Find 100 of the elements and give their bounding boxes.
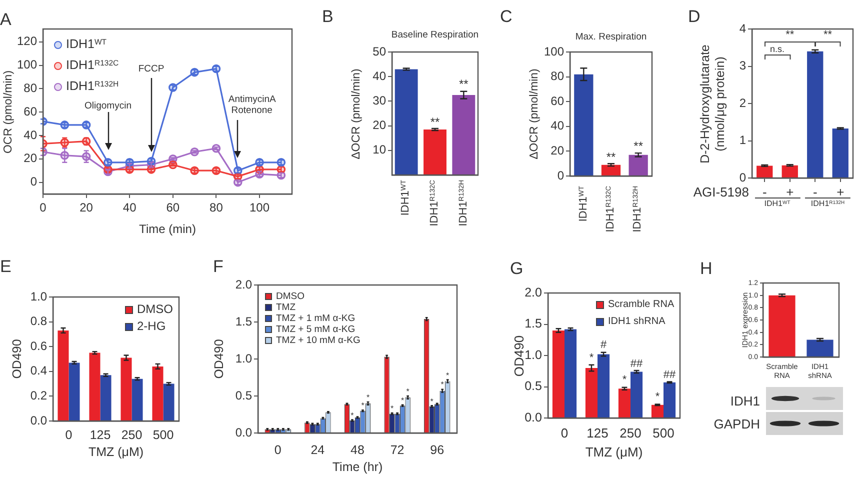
annotation: * <box>446 370 450 380</box>
legend-label: IDH1 shRNA <box>608 315 666 329</box>
y-tick-label: 0.0 <box>524 410 542 424</box>
legend-label: IDH1$^{R132H}$ <box>66 78 119 95</box>
y-tick-label: 1.0 <box>524 348 542 362</box>
y-tick-label: 1.0 <box>30 289 48 304</box>
y-axis-title: ΔOCR (pmol/min) <box>350 68 363 159</box>
annotation: ## <box>630 358 643 370</box>
y-tick-label: 2.0 <box>235 277 252 292</box>
y-axis-title: OD490 <box>10 339 24 379</box>
annotation: * <box>400 396 404 405</box>
y-tick-label: 1.0 <box>235 351 252 366</box>
legend-label: 2-HG <box>137 318 166 335</box>
y-tick-label: 40 <box>372 68 386 83</box>
y-tick-label: 0.2 <box>30 388 48 403</box>
y-tick-label: 50 <box>372 44 386 58</box>
annotation: n.s. <box>770 44 785 54</box>
y-tick-label: 0.0 <box>235 425 252 440</box>
y-tick-label: 0.0 <box>30 413 48 428</box>
y-tick-label: 1 <box>739 133 746 148</box>
annotation: * <box>430 396 434 406</box>
chart-title: Max. Respiration <box>575 31 647 42</box>
y-tick-label: 4 <box>739 21 746 36</box>
y-tick-label: 0.6 <box>30 338 48 353</box>
y-tick-label: 60 <box>550 94 564 108</box>
annotation: * <box>655 391 660 404</box>
x-tick-label: 250 <box>620 426 642 440</box>
annotation: * <box>350 410 354 420</box>
text: G <box>510 259 524 278</box>
y-tick-label: 0 <box>739 170 746 184</box>
legend-label: Scramble RNA <box>608 298 674 312</box>
y-tick-label: 40 <box>24 128 38 142</box>
text: IDH1 <box>730 394 760 408</box>
y-tick-label: 20 <box>24 151 38 166</box>
annotation: * <box>390 404 394 414</box>
y-tick-label: 0.8 <box>30 314 48 328</box>
y-axis-title: ΔOCR (pmol/min) <box>528 68 541 160</box>
y-tick-label: 0 <box>557 168 564 182</box>
y-tick-label: 2.0 <box>524 285 542 300</box>
x-tick-label: 96 <box>430 442 444 457</box>
y-axis-title: OD490 <box>212 339 226 379</box>
annotation: ** <box>823 29 832 41</box>
y-tick-label: 0.5 <box>235 388 252 402</box>
x-axis-title: TMZ (μM) <box>88 444 144 459</box>
annotation: * <box>361 401 364 410</box>
y-tick-label: 0.5 <box>524 379 542 394</box>
y-tick-label: 2 <box>739 96 746 110</box>
x-tick-label: 24 <box>310 442 325 457</box>
y-tick-label: 100 <box>544 44 564 58</box>
x-tick-label: 100 <box>250 200 270 215</box>
annotation: * <box>366 392 370 402</box>
legend-label: DMSO <box>137 301 173 318</box>
annotation: ** <box>786 29 794 41</box>
x-tick-label: 0 <box>274 442 282 457</box>
text: GAPDH <box>714 416 760 432</box>
annotation: ** <box>430 114 440 128</box>
y-axis-title: D-2-Hydroxyglutarate (nmol/μg protein) <box>698 43 728 165</box>
annotation: ** <box>634 139 643 154</box>
x-tick-label: 500 <box>652 426 674 440</box>
legend-label: TMZ + 1 mM α-KG <box>276 313 356 324</box>
x-tick-label: 48 <box>350 442 364 457</box>
y-tick-label: 40 <box>550 118 564 133</box>
x-axis-title: Time (min) <box>139 222 196 236</box>
legend-label: DMSO <box>276 291 304 302</box>
annotation: * <box>589 352 594 364</box>
y-axis-title: OD490 <box>512 334 526 376</box>
x-tick-label: 0 <box>65 428 72 442</box>
annotation: ** <box>458 77 468 92</box>
y-tick-label: 20 <box>372 118 386 132</box>
y-tick-label: 80 <box>24 80 38 95</box>
x-tick-label: 72 <box>390 442 404 457</box>
y-tick-label: 3 <box>739 58 746 73</box>
y-tick-label: 20 <box>550 144 564 158</box>
y-tick-label: 10 <box>372 142 386 157</box>
text: B <box>322 7 334 26</box>
annotation: AntimycinA Rotenone <box>228 94 276 117</box>
x-tick-label: 60 <box>166 200 180 215</box>
chart-title: Baseline Respiration <box>391 29 479 40</box>
x-tick-label: 125 <box>586 426 608 440</box>
legend-label: TMZ <box>276 302 296 313</box>
y-tick-label: 0.4 <box>30 364 48 378</box>
annotation: Oligomycin <box>84 100 132 112</box>
x-tick-label: - <box>812 184 818 200</box>
y-tick-label: 1.5 <box>524 316 542 331</box>
x-tick-label: 125 <box>90 428 111 442</box>
x-tick-label: 80 <box>210 200 224 215</box>
legend-label: IDH1$^{R132C}$ <box>66 57 119 74</box>
x-axis-title: AGI-5198 <box>693 184 749 200</box>
annotation: * <box>440 380 444 390</box>
x-tick-label: 250 <box>121 428 142 442</box>
x-tick-label: 20 <box>80 200 94 215</box>
x-tick-label: + <box>786 184 794 200</box>
x-tick-label: - <box>762 184 767 200</box>
annotation: * <box>622 374 627 386</box>
text: H <box>700 259 712 278</box>
annotation: # <box>600 339 607 352</box>
text: F <box>213 257 224 276</box>
x-tick-label: 40 <box>122 200 137 215</box>
y-tick-label: 100 <box>16 58 38 72</box>
text: D <box>688 7 700 26</box>
